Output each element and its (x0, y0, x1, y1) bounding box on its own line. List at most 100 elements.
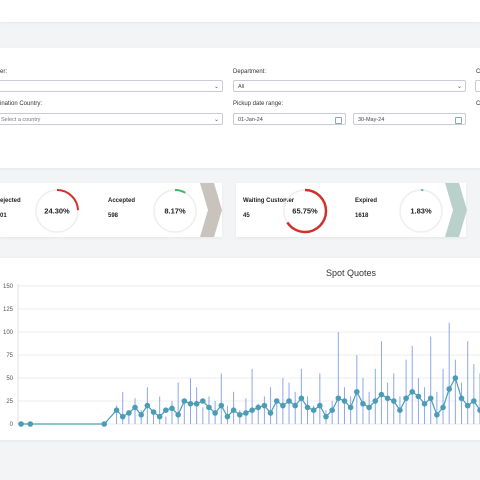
bar (183, 403, 185, 424)
bar (165, 416, 167, 424)
point (200, 398, 206, 404)
point (169, 405, 175, 412)
bar (436, 391, 438, 424)
point (101, 421, 108, 427)
point (243, 410, 249, 416)
date-value: 01-Jan-24 (238, 117, 263, 123)
country-select[interactable]: Select a country ⌄ (0, 113, 223, 125)
point (218, 402, 225, 409)
placeholder: Select a country (1, 117, 41, 123)
point (273, 398, 280, 404)
bar (442, 368, 444, 424)
point (477, 407, 480, 413)
kpi-label: Waiting Customer (243, 198, 295, 204)
bar (116, 405, 118, 424)
point (354, 389, 360, 395)
bar (374, 368, 376, 424)
bar (405, 359, 407, 424)
y-tick-label: 50 (6, 376, 13, 382)
kpi-card (236, 183, 466, 237)
point (18, 421, 24, 427)
top-bar (0, 0, 480, 22)
kpi-count: 45 (243, 213, 250, 219)
y-tick-label: 100 (3, 330, 14, 336)
donut-arc (153, 189, 197, 233)
point (138, 412, 144, 418)
customer-select[interactable]: ⌄ (0, 80, 223, 92)
y-tick-label: 75 (6, 353, 13, 359)
bar (473, 364, 475, 424)
kpi-count: 598 (108, 213, 119, 219)
point (163, 407, 169, 414)
point (298, 395, 305, 402)
bar (313, 405, 315, 424)
date-value: 30-May-24 (358, 117, 385, 123)
donut-label: 65.75% (292, 207, 318, 216)
point (458, 395, 465, 402)
point (415, 393, 422, 400)
date-from[interactable]: 01-Jan-24 (233, 113, 346, 125)
filter-label: er: (0, 69, 8, 75)
bar (257, 403, 259, 424)
point (156, 413, 163, 420)
bar (202, 407, 204, 424)
point (390, 398, 397, 404)
point (341, 398, 348, 404)
point (267, 410, 274, 416)
point (427, 395, 434, 402)
filter-panel (0, 48, 480, 168)
department-select[interactable]: All ⌄ (233, 80, 466, 92)
bar (411, 345, 413, 424)
bar (128, 414, 130, 424)
kpi-label: Expired (355, 198, 378, 204)
bar (159, 396, 161, 424)
kpi-label: ejected (0, 198, 21, 204)
point (335, 395, 342, 402)
date-to[interactable]: 30-May-24 (353, 113, 466, 125)
filter-label: Department: (233, 69, 267, 75)
point (452, 375, 459, 381)
filter-label: Pickup date range: (233, 101, 284, 107)
kpi-label: Accepted (108, 198, 136, 204)
bar (387, 382, 389, 424)
point (126, 410, 132, 416)
point (440, 404, 446, 411)
bar (448, 322, 450, 424)
donut-arc (399, 189, 443, 233)
kpi-count: 01 (0, 213, 7, 219)
bar (319, 373, 321, 424)
bar (270, 387, 272, 424)
bar (343, 387, 345, 424)
filter-label: C (476, 101, 480, 107)
select-value: All (238, 84, 245, 90)
point (27, 421, 34, 427)
point (175, 412, 181, 418)
bar (430, 336, 432, 424)
point (236, 412, 243, 418)
bar (171, 401, 173, 424)
point (181, 398, 188, 404)
point (150, 409, 157, 415)
point (347, 404, 354, 411)
donut-arc (282, 188, 328, 234)
bar (153, 412, 155, 424)
point (304, 404, 311, 411)
bar (467, 341, 469, 424)
donut-label: 24.30% (44, 207, 70, 216)
filter-label: C (476, 69, 480, 75)
point (261, 402, 268, 409)
point (397, 407, 403, 414)
point (409, 389, 416, 395)
point (360, 400, 366, 407)
bar (177, 382, 179, 424)
point (446, 386, 453, 392)
bar (251, 368, 253, 424)
select-partial[interactable] (475, 80, 480, 92)
bar (282, 378, 284, 424)
point (317, 402, 323, 409)
point (384, 395, 391, 402)
point (403, 395, 409, 402)
point (280, 402, 286, 409)
bar (122, 391, 124, 424)
